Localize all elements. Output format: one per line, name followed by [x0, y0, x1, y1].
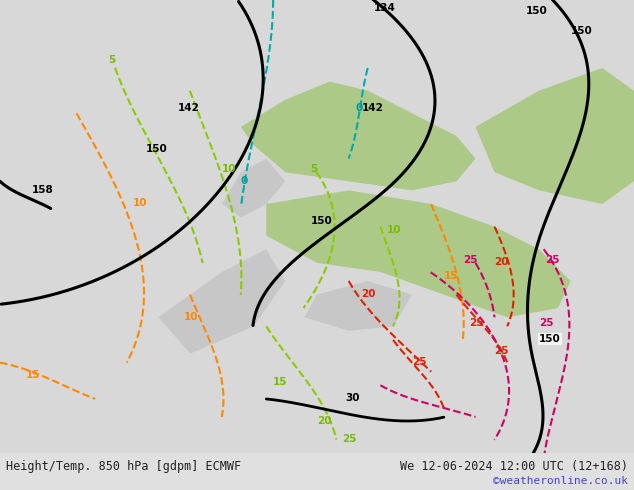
- Text: 15: 15: [273, 377, 287, 387]
- Text: Height/Temp. 850 hPa [gdpm] ECMWF: Height/Temp. 850 hPa [gdpm] ECMWF: [6, 460, 242, 473]
- Text: 25: 25: [412, 357, 427, 367]
- Text: 25: 25: [545, 255, 560, 265]
- Text: 158: 158: [32, 185, 53, 195]
- Text: 10: 10: [184, 312, 198, 321]
- Text: 0: 0: [355, 103, 362, 113]
- Text: 15: 15: [25, 370, 40, 380]
- Polygon shape: [266, 191, 571, 318]
- Text: 134: 134: [374, 3, 396, 13]
- Text: ©weatheronline.co.uk: ©weatheronline.co.uk: [493, 476, 628, 486]
- Text: We 12-06-2024 12:00 UTC (12+168): We 12-06-2024 12:00 UTC (12+168): [399, 460, 628, 473]
- Text: 25: 25: [539, 318, 553, 328]
- Text: 142: 142: [178, 103, 200, 113]
- Text: 20: 20: [495, 257, 509, 267]
- Text: 150: 150: [146, 144, 167, 154]
- Text: 150: 150: [526, 5, 548, 16]
- Polygon shape: [158, 249, 285, 354]
- Polygon shape: [476, 68, 634, 204]
- Text: 25: 25: [463, 255, 477, 265]
- Text: 30: 30: [346, 393, 360, 403]
- Text: 25: 25: [342, 434, 357, 444]
- Polygon shape: [222, 159, 285, 218]
- Text: 20: 20: [361, 289, 376, 299]
- Text: 15: 15: [444, 271, 458, 281]
- Text: 10: 10: [387, 225, 401, 235]
- Text: 150: 150: [571, 26, 592, 36]
- Text: 150: 150: [311, 217, 332, 226]
- Text: 142: 142: [361, 103, 384, 113]
- Polygon shape: [241, 82, 476, 191]
- Text: 25: 25: [495, 345, 509, 356]
- Text: 10: 10: [133, 198, 148, 208]
- Text: 0: 0: [241, 175, 248, 186]
- Text: 5: 5: [311, 164, 318, 174]
- Text: 5: 5: [108, 55, 115, 66]
- Text: 25: 25: [469, 318, 484, 328]
- Text: 10: 10: [222, 164, 236, 174]
- Text: 150: 150: [539, 334, 560, 344]
- Text: 20: 20: [317, 416, 332, 426]
- Polygon shape: [304, 281, 412, 331]
